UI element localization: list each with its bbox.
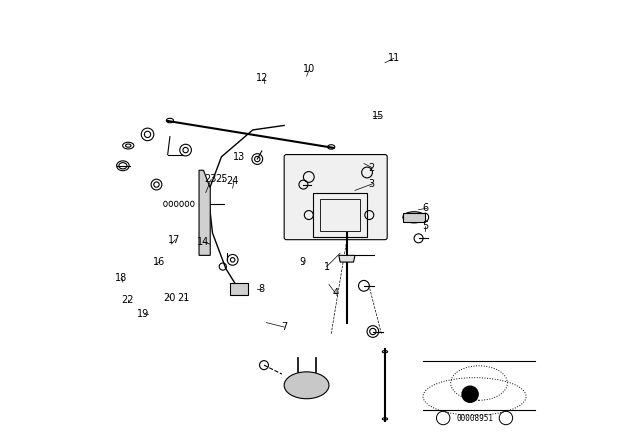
Text: 5: 5 — [422, 221, 428, 231]
Text: 16: 16 — [152, 257, 165, 267]
Text: 15: 15 — [372, 112, 385, 121]
Text: 12: 12 — [255, 73, 268, 83]
Text: 10: 10 — [303, 65, 315, 74]
Text: 19: 19 — [137, 309, 149, 319]
Text: 1: 1 — [324, 262, 330, 271]
Ellipse shape — [403, 212, 425, 223]
Text: 3: 3 — [369, 179, 374, 189]
Text: 13: 13 — [233, 152, 246, 162]
Text: 23: 23 — [204, 174, 216, 184]
Polygon shape — [199, 170, 210, 255]
Text: 25: 25 — [215, 174, 228, 184]
Bar — [230, 284, 248, 295]
Bar — [403, 213, 426, 222]
Bar — [314, 193, 367, 237]
Text: 22: 22 — [121, 295, 134, 305]
Text: 9: 9 — [299, 257, 305, 267]
Text: 2: 2 — [369, 163, 374, 173]
Text: 11: 11 — [388, 53, 400, 63]
Ellipse shape — [284, 372, 329, 399]
Text: 21: 21 — [177, 293, 189, 303]
Text: 24: 24 — [227, 177, 239, 186]
Text: 7: 7 — [281, 322, 287, 332]
Polygon shape — [339, 255, 355, 262]
Text: 18: 18 — [115, 273, 127, 283]
Text: 20: 20 — [164, 293, 176, 303]
Text: 6: 6 — [422, 203, 428, 213]
Circle shape — [462, 386, 478, 402]
Text: 00008951: 00008951 — [456, 414, 493, 423]
FancyBboxPatch shape — [284, 155, 387, 240]
Text: 17: 17 — [168, 235, 180, 245]
Bar — [320, 199, 360, 231]
Text: 8: 8 — [259, 284, 265, 294]
Text: 14: 14 — [197, 237, 210, 247]
Text: 4: 4 — [333, 289, 339, 298]
